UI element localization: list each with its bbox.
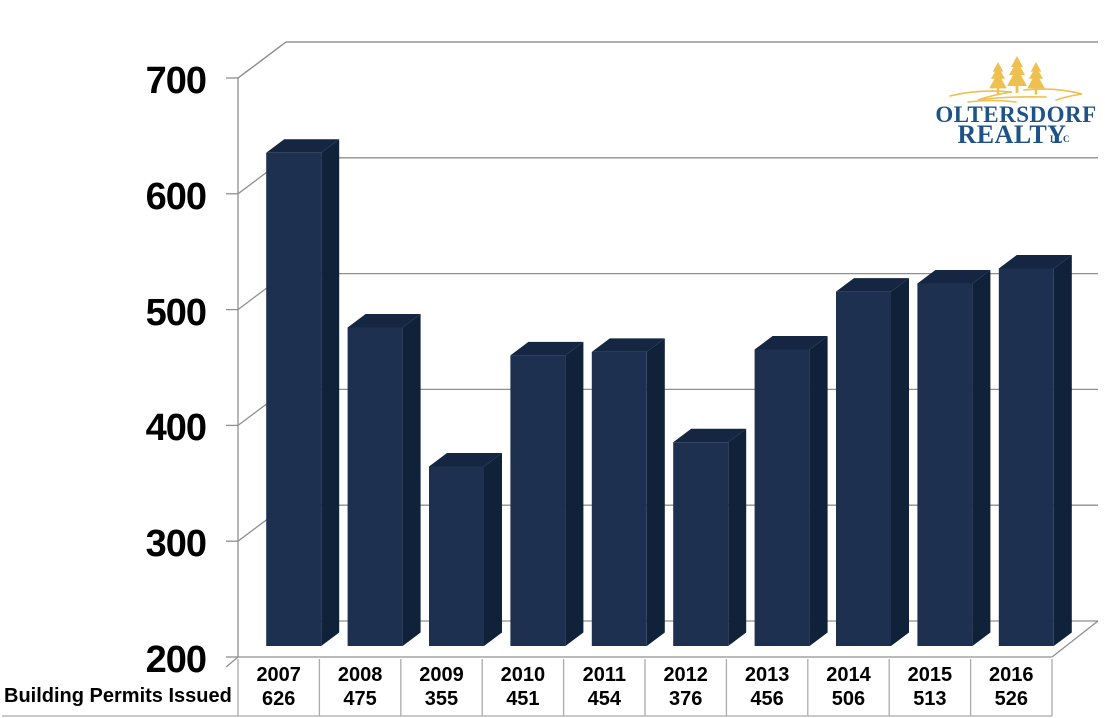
wall-top-diagonal <box>237 41 287 79</box>
x-category-label: 2007 <box>256 664 301 686</box>
logo-text-line2: REALTY <box>958 120 1067 149</box>
x-value-label: 454 <box>587 688 621 710</box>
bar <box>998 268 1054 646</box>
bar-side-face <box>1053 254 1072 646</box>
x-category-label: 2015 <box>907 664 953 686</box>
bar <box>429 466 484 646</box>
logo-text-llc: LLC <box>1050 134 1070 144</box>
x-value-label: 355 <box>424 688 459 710</box>
oltersdorf-realty-logo: OLTERSDORF REALTY LLC <box>935 56 1096 149</box>
logo-text-line1: OLTERSDORF <box>935 102 1096 127</box>
bar <box>591 351 647 646</box>
bar <box>673 442 729 646</box>
floor-corner-tick <box>225 656 239 668</box>
x-value-label: 376 <box>669 688 703 710</box>
bar <box>836 291 891 646</box>
x-category-cell: 2011 454 <box>564 659 645 711</box>
y-tick-label: 400 <box>145 407 207 450</box>
x-category-cell: 2010 451 <box>482 659 563 711</box>
bar-side-face <box>646 338 665 646</box>
bar-top-face <box>347 314 421 328</box>
x-category-cell: 2008 475 <box>319 659 400 711</box>
x-value-label: 526 <box>994 688 1028 710</box>
bar-top-face <box>673 428 747 443</box>
x-category-label: 2016 <box>989 664 1034 686</box>
x-category-cell: 2014 506 <box>808 659 889 711</box>
bar-side-face <box>565 341 584 646</box>
bar <box>510 355 566 646</box>
x-category-label: 2012 <box>663 664 708 686</box>
bar-side-face <box>484 453 502 646</box>
x-category-cell: 2016 526 <box>971 659 1052 711</box>
x-category-label: 2010 <box>500 664 546 686</box>
bar-side-face <box>809 336 828 646</box>
x-category-label: 2013 <box>744 664 790 686</box>
bar-top-face <box>998 254 1072 269</box>
bar <box>266 152 322 646</box>
y-tick-label: 700 <box>145 60 207 102</box>
x-value-label: 451 <box>506 688 540 710</box>
x-category-label: 2011 <box>582 664 626 686</box>
x-category-cell: 2009 355 <box>401 659 482 711</box>
floor-right-diagonal <box>1051 620 1099 658</box>
x-category-cell: 2012 376 <box>645 659 726 711</box>
y-tick-label: 600 <box>145 175 207 218</box>
bar-top-face <box>917 270 991 284</box>
bar-top-face <box>836 278 909 292</box>
bar-top-face <box>754 336 828 350</box>
x-value-label: 506 <box>831 688 866 710</box>
x-value-label: 513 <box>913 688 947 710</box>
x-value-label: 626 <box>262 688 296 710</box>
x-category-cell: 2007 626 <box>238 659 319 711</box>
series-label: Building Permits Issued <box>4 685 232 707</box>
bar-top-face <box>591 338 665 352</box>
bar-side-face <box>972 270 991 646</box>
bar <box>754 349 810 646</box>
x-category-label: 2008 <box>337 664 383 686</box>
bar-side-face <box>402 314 421 646</box>
y-tick-label: 300 <box>145 523 207 566</box>
bar-top-face <box>429 453 502 467</box>
bar-top-face <box>510 341 584 356</box>
x-category-cell: 2013 456 <box>726 659 807 711</box>
x-value-label: 456 <box>750 688 784 710</box>
bar <box>347 327 403 646</box>
bar <box>917 283 973 646</box>
y-tick-label: 500 <box>145 291 207 334</box>
x-value-label: 475 <box>343 688 377 710</box>
bar-side-face <box>891 278 909 646</box>
y-tick-label: 200 <box>145 639 207 681</box>
bar-top-face <box>266 139 340 153</box>
logo-ground-icon <box>949 88 1083 103</box>
bar-side-face <box>728 428 747 646</box>
x-category-label: 2014 <box>826 664 871 686</box>
bar-side-face <box>321 139 340 646</box>
x-category-cell: 2015 513 <box>889 659 970 711</box>
x-category-label: 2009 <box>419 664 464 686</box>
